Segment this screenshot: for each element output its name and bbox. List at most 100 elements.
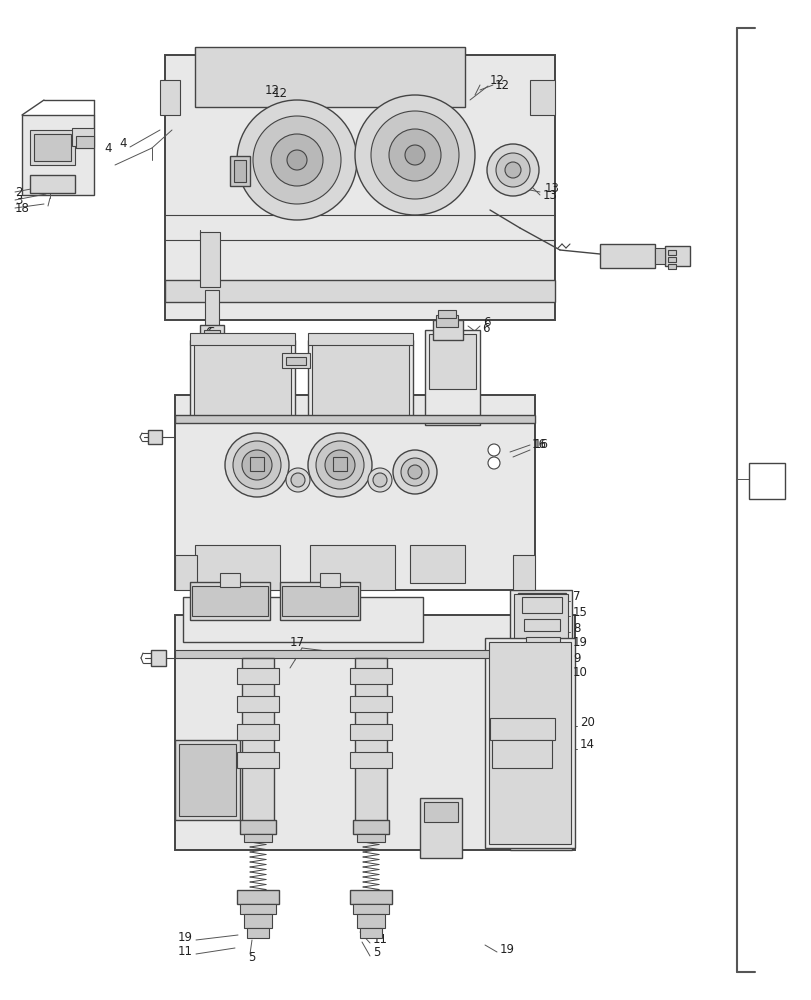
Bar (76, 136, 94, 148)
Bar (491, 740, 551, 768)
Text: 6: 6 (205, 326, 212, 340)
Circle shape (354, 95, 474, 215)
Circle shape (237, 100, 357, 220)
Bar (488, 642, 570, 844)
Text: 13: 13 (544, 182, 560, 195)
Bar (531, 681, 560, 689)
Text: 1: 1 (762, 474, 770, 488)
Bar (359, 928, 381, 938)
Bar (148, 430, 162, 444)
Circle shape (371, 111, 458, 199)
Bar (237, 724, 279, 740)
Bar (160, 80, 180, 115)
Bar (424, 330, 479, 425)
Bar (333, 457, 346, 471)
Bar (353, 820, 388, 834)
Bar (357, 834, 384, 842)
Circle shape (405, 145, 424, 165)
Bar (350, 752, 392, 768)
Bar (523, 649, 564, 663)
Bar (200, 232, 220, 287)
Bar (175, 615, 574, 850)
Bar (353, 904, 388, 914)
Bar (484, 638, 574, 848)
Bar (204, 290, 219, 330)
Bar (281, 353, 310, 368)
Bar (526, 663, 564, 677)
Text: 16: 16 (531, 438, 547, 452)
Bar (350, 668, 392, 684)
Bar (182, 597, 423, 642)
Bar (242, 658, 273, 828)
Circle shape (225, 433, 289, 497)
Bar (667, 250, 676, 255)
Text: 19: 19 (178, 931, 193, 944)
Text: 6: 6 (482, 322, 489, 334)
Text: 11: 11 (178, 945, 193, 958)
Bar (34, 134, 71, 161)
Text: 9: 9 (573, 652, 580, 664)
Bar (250, 457, 264, 471)
Bar (195, 47, 465, 107)
Bar (513, 594, 568, 846)
Text: 18: 18 (15, 202, 30, 215)
Bar (247, 928, 268, 938)
Bar (419, 798, 461, 858)
Bar (240, 820, 276, 834)
Bar (175, 415, 534, 423)
Circle shape (401, 458, 428, 486)
Bar (307, 340, 413, 420)
Text: 12: 12 (495, 79, 509, 92)
Text: 15: 15 (573, 605, 587, 618)
Bar (195, 545, 280, 590)
Text: 13: 13 (543, 189, 557, 202)
Bar (220, 573, 240, 587)
Bar (748, 463, 784, 499)
Bar (175, 740, 240, 820)
Text: 5: 5 (247, 951, 255, 964)
Circle shape (504, 162, 521, 178)
Bar (72, 128, 94, 146)
Bar (527, 653, 560, 661)
Text: 6: 6 (483, 316, 490, 328)
Bar (285, 357, 306, 365)
Bar (517, 593, 565, 615)
Bar (350, 724, 392, 740)
Circle shape (307, 433, 371, 497)
Bar (175, 395, 534, 590)
Bar (667, 264, 676, 269)
Bar (423, 802, 457, 822)
Bar (307, 333, 413, 345)
Text: 5: 5 (372, 946, 380, 959)
Bar (30, 175, 75, 193)
Bar (519, 615, 564, 633)
Bar (190, 340, 294, 420)
Circle shape (242, 450, 272, 480)
Bar (198, 366, 225, 378)
Bar (237, 890, 279, 904)
Circle shape (367, 468, 392, 492)
Text: 2: 2 (15, 186, 23, 199)
Text: 10: 10 (573, 666, 587, 680)
Text: 12: 12 (489, 74, 504, 87)
Text: 16: 16 (534, 438, 548, 452)
Bar (354, 658, 387, 828)
Bar (521, 633, 564, 649)
Text: 17: 17 (290, 636, 305, 648)
Text: 6: 6 (208, 326, 215, 338)
Bar (437, 310, 456, 318)
Bar (320, 573, 340, 587)
Bar (175, 555, 197, 590)
Circle shape (487, 457, 500, 469)
Text: 12: 12 (264, 84, 279, 97)
Bar (178, 744, 236, 816)
Bar (311, 344, 409, 416)
Text: 3: 3 (15, 194, 23, 207)
Text: 12: 12 (272, 87, 287, 100)
Bar (22, 115, 94, 195)
Circle shape (407, 465, 422, 479)
Circle shape (315, 441, 363, 489)
Bar (357, 914, 384, 928)
Text: 4: 4 (119, 137, 127, 150)
Bar (530, 667, 560, 675)
